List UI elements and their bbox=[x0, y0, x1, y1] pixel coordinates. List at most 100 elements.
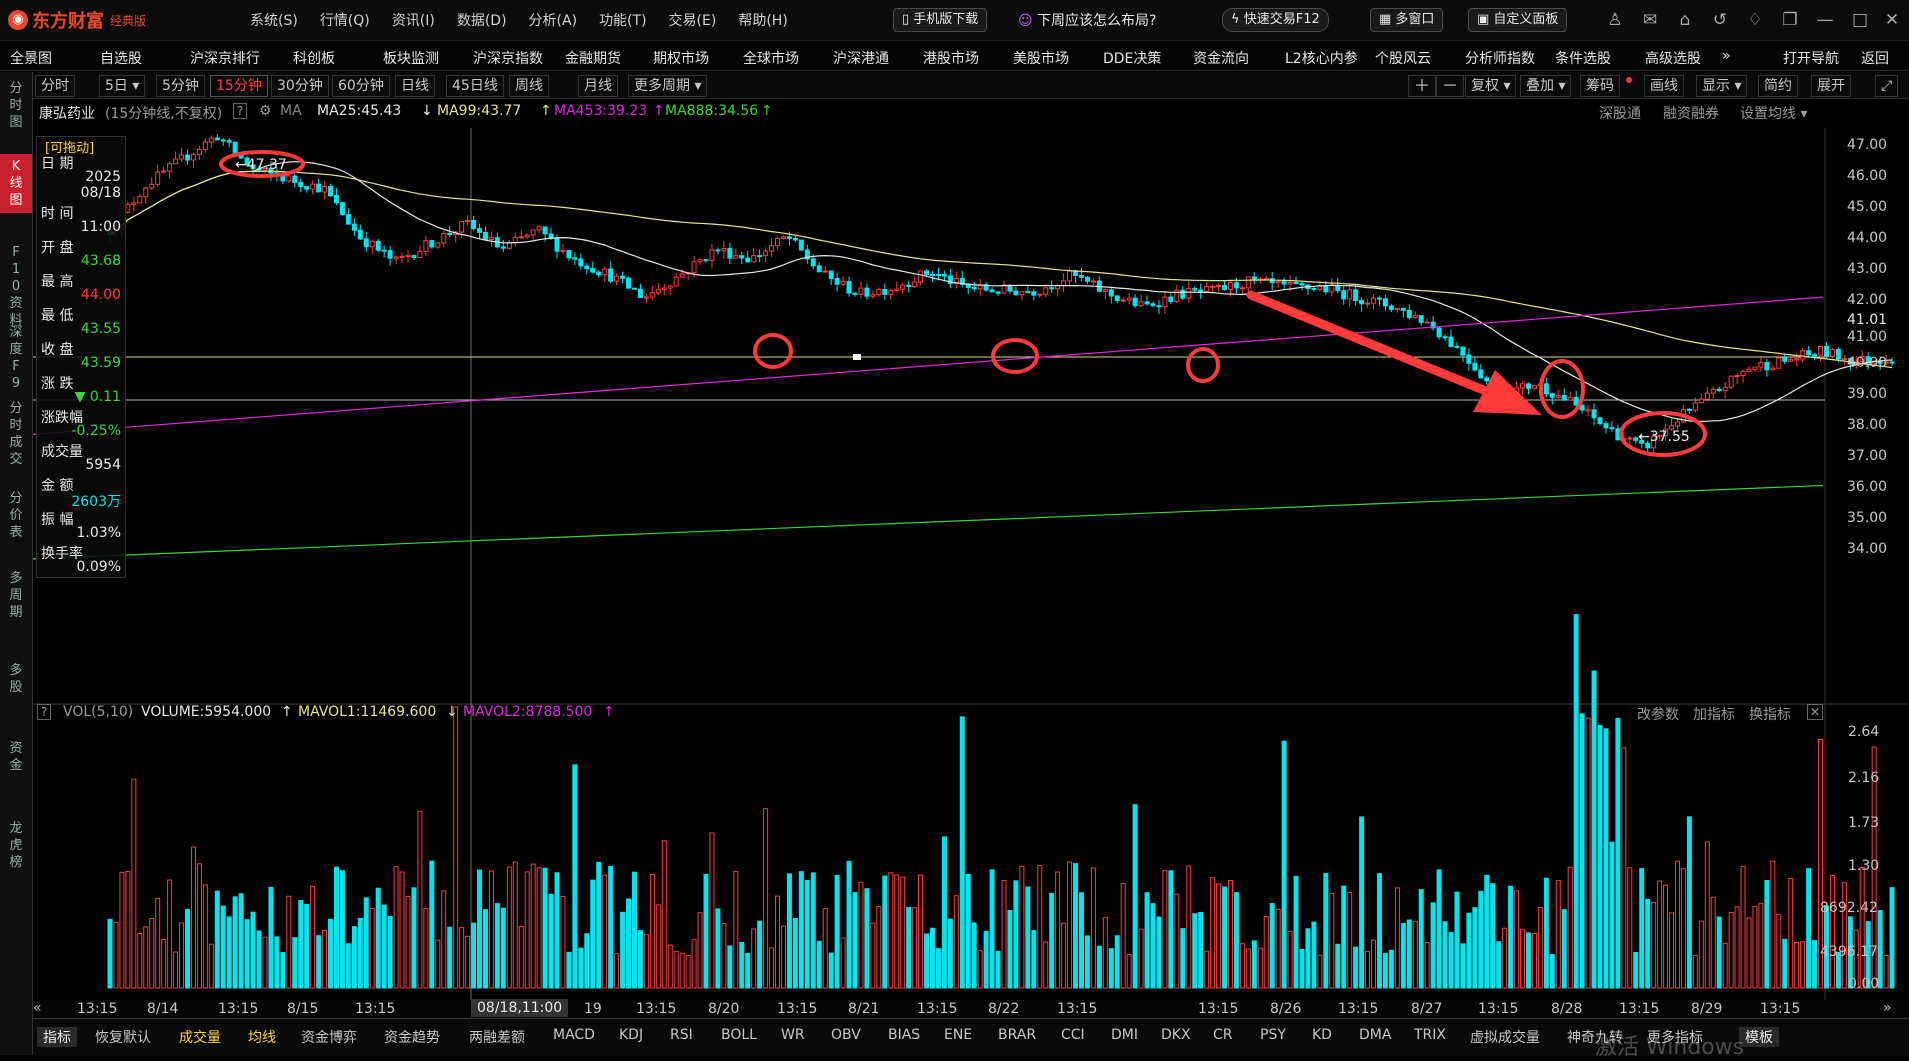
menu-function[interactable]: 功能(T) bbox=[599, 13, 647, 29]
nav-more-icon[interactable]: » bbox=[1722, 48, 1731, 64]
minimize-icon[interactable]: — bbox=[1816, 10, 1834, 30]
tab-macd[interactable]: MACD bbox=[553, 1027, 595, 1043]
period-60min[interactable]: 60分钟 bbox=[332, 75, 390, 97]
add-indicator-link[interactable]: 加指标 bbox=[1693, 707, 1735, 723]
tab-cci[interactable]: CCI bbox=[1061, 1027, 1085, 1043]
adjust-button[interactable]: 复权 ▾ bbox=[1465, 75, 1517, 97]
tab-dmi[interactable]: DMI bbox=[1111, 1027, 1138, 1043]
nav-item[interactable]: 打开导航 bbox=[1783, 51, 1839, 67]
sidebar-item-trades[interactable]: 分时成交 bbox=[9, 401, 23, 467]
menu-quotes[interactable]: 行情(Q) bbox=[319, 13, 370, 29]
nav-item[interactable]: 返回 bbox=[1861, 51, 1889, 67]
tab-kd[interactable]: KD bbox=[1312, 1027, 1332, 1043]
tab-fund-trend[interactable]: 资金趋势 bbox=[384, 1030, 440, 1046]
tab-trix[interactable]: TRIX bbox=[1414, 1027, 1446, 1043]
tab-template[interactable]: 模板 bbox=[1739, 1027, 1779, 1047]
nav-item[interactable]: 个股风云 bbox=[1375, 51, 1431, 67]
tab-obv[interactable]: OBV bbox=[831, 1027, 861, 1043]
tab-cr[interactable]: CR bbox=[1213, 1027, 1233, 1043]
tab-bias[interactable]: BIAS bbox=[888, 1027, 921, 1043]
maximize-icon[interactable]: □ bbox=[1851, 10, 1869, 30]
sidebar-item-multi-period[interactable]: 多周期 bbox=[9, 571, 23, 620]
help-icon[interactable]: ? bbox=[233, 103, 248, 119]
nav-item[interactable]: 科创板 bbox=[293, 51, 335, 67]
tab-dkx[interactable]: DKX bbox=[1161, 1027, 1191, 1043]
nav-item[interactable]: 板块监测 bbox=[383, 51, 439, 67]
mail-icon[interactable]: ✉ bbox=[1642, 10, 1658, 30]
tab-wr[interactable]: WR bbox=[781, 1027, 805, 1043]
period-monthly[interactable]: 月线 bbox=[578, 75, 618, 97]
nav-item[interactable]: L2核心内参 bbox=[1285, 51, 1358, 67]
promo-link[interactable]: ☺ 下周应该怎么布局? bbox=[1018, 10, 1156, 30]
nav-item[interactable]: 全景图 bbox=[10, 51, 52, 67]
custom-panel-button[interactable]: ▣ 自定义面板 bbox=[1468, 8, 1568, 32]
price-volume-chart[interactable]: ←47.37 ←37.55 bbox=[33, 128, 1909, 1018]
tab-ma[interactable]: 均线 bbox=[248, 1030, 276, 1046]
overlay-button[interactable]: 叠加 ▾ bbox=[1520, 75, 1572, 97]
mobile-download-button[interactable]: ▯ 手机版下载 bbox=[893, 8, 988, 32]
close-icon[interactable]: ✕ bbox=[1884, 10, 1900, 30]
app-logo[interactable]: ◉ 东方财富 经典版 bbox=[8, 8, 146, 32]
tab-brar[interactable]: BRAR bbox=[998, 1027, 1037, 1043]
back-icon[interactable]: ↺ bbox=[1712, 10, 1728, 30]
multi-window-button[interactable]: ▦ 多窗口 bbox=[1370, 8, 1444, 32]
display-button[interactable]: 显示 ▾ bbox=[1696, 75, 1748, 97]
ma-settings-link[interactable]: 设置均线 ▾ bbox=[1740, 106, 1808, 122]
user-icon[interactable]: ♙ bbox=[1607, 10, 1623, 30]
change-indicator-link[interactable]: 换指标 bbox=[1749, 707, 1791, 723]
menu-help[interactable]: 帮助(H) bbox=[738, 13, 788, 29]
nav-item[interactable]: 高级选股 bbox=[1645, 51, 1701, 67]
close-panel-icon[interactable]: ✕ bbox=[1807, 704, 1824, 720]
edit-params-link[interactable]: 改参数 bbox=[1637, 707, 1679, 723]
nav-item[interactable]: 金融期货 bbox=[565, 51, 621, 67]
period-45day[interactable]: 45日线 bbox=[446, 75, 504, 97]
settings-gear-icon[interactable]: ⚙ bbox=[259, 103, 272, 119]
zoom-out-icon[interactable]: － bbox=[1436, 75, 1465, 97]
sidebar-item-dragon-tiger[interactable]: 龙虎榜 bbox=[9, 821, 23, 870]
nav-item[interactable]: 条件选股 bbox=[1555, 51, 1611, 67]
period-weekly[interactable]: 周线 bbox=[509, 75, 549, 97]
sidebar-item-timeshare[interactable]: 分时图 bbox=[9, 81, 23, 130]
tab-magic-nine[interactable]: 神奇九转 bbox=[1567, 1030, 1623, 1046]
tab-volume[interactable]: 成交量 bbox=[179, 1030, 221, 1046]
tab-rsi[interactable]: RSI bbox=[670, 1027, 693, 1043]
draw-line-button[interactable]: 画线 bbox=[1644, 75, 1684, 97]
period-timeshare[interactable]: 分时 bbox=[35, 75, 75, 97]
period-daily[interactable]: 日线 bbox=[395, 75, 435, 97]
expand-button[interactable]: 展开 bbox=[1811, 75, 1851, 97]
quick-trade-button[interactable]: ϟ 快速交易F12 bbox=[1222, 8, 1329, 32]
nav-item[interactable]: 沪深京排行 bbox=[190, 51, 260, 67]
tab-margin-diff[interactable]: 两融差额 bbox=[469, 1030, 525, 1046]
margin-link[interactable]: 融资融券 bbox=[1663, 106, 1719, 122]
tab-fund-game[interactable]: 资金博弈 bbox=[301, 1030, 357, 1046]
nav-item[interactable]: 港股市场 bbox=[923, 51, 979, 67]
skin-icon[interactable]: ♢ bbox=[1747, 10, 1763, 30]
scroll-right-icon[interactable]: » bbox=[1883, 1000, 1892, 1016]
sidebar-item-price-table[interactable]: 分价表 bbox=[9, 491, 23, 540]
nav-item[interactable]: 全球市场 bbox=[743, 51, 799, 67]
tab-psy[interactable]: PSY bbox=[1260, 1027, 1286, 1043]
line-handle[interactable] bbox=[853, 354, 861, 360]
tab-dma[interactable]: DMA bbox=[1359, 1027, 1392, 1043]
period-15min[interactable]: 15分钟 bbox=[210, 75, 268, 97]
scroll-left-icon[interactable]: « bbox=[33, 1000, 42, 1016]
chips-button[interactable]: 筹码 bbox=[1580, 75, 1620, 97]
tab-virtual-volume[interactable]: 虚拟成交量 bbox=[1470, 1030, 1540, 1046]
tab-indicators[interactable]: 指标 bbox=[37, 1027, 77, 1047]
tab-restore-default[interactable]: 恢复默认 bbox=[95, 1030, 151, 1046]
tab-kdj[interactable]: KDJ bbox=[619, 1027, 644, 1043]
tab-ene[interactable]: ENE bbox=[944, 1027, 973, 1043]
sz-connect-link[interactable]: 深股通 bbox=[1599, 106, 1641, 122]
restore-icon[interactable]: ❐ bbox=[1782, 10, 1798, 30]
simple-button[interactable]: 简约 bbox=[1758, 75, 1798, 97]
tab-boll[interactable]: BOLL bbox=[721, 1027, 757, 1043]
sidebar-item-multi-stock[interactable]: 多股 bbox=[9, 663, 23, 695]
nav-item[interactable]: DDE决策 bbox=[1103, 51, 1162, 67]
period-5day[interactable]: 5日 ▾ bbox=[99, 75, 146, 97]
menu-system[interactable]: 系统(S) bbox=[250, 13, 298, 29]
bar-info-panel[interactable]: [可拖动] 日 期 2025 08/18 时 间 11:00 开 盘 43.68… bbox=[36, 136, 126, 578]
nav-item[interactable]: 沪深京指数 bbox=[473, 51, 543, 67]
